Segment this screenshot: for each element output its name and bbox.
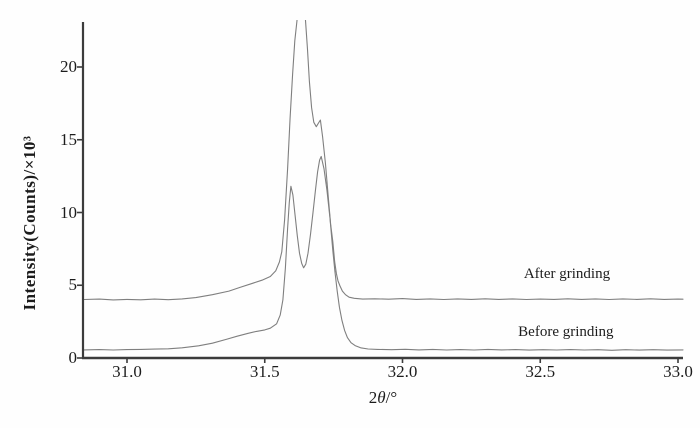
y-axis-title: Intensity(Counts)/×10³ bbox=[20, 135, 39, 311]
x-axis-title: 2θ/° bbox=[323, 388, 443, 408]
series-line-after-grinding bbox=[83, 20, 684, 301]
y-tick-label-5: 5 bbox=[68, 275, 78, 295]
x-tick-label-31.5: 31.5 bbox=[249, 362, 280, 381]
annotation-before-grinding: Before grinding bbox=[518, 323, 614, 340]
y-tick-label-0: 0 bbox=[68, 348, 78, 367]
x-tick-label-32.5: 32.5 bbox=[525, 362, 556, 381]
x-tick-label-33.0: 33.0 bbox=[663, 362, 693, 381]
y-tick-label-10: 10 bbox=[60, 202, 77, 222]
y-tick-label-15: 15 bbox=[60, 129, 77, 149]
theta-symbol: θ bbox=[377, 388, 386, 407]
x-tick-label-32.0: 32.0 bbox=[387, 362, 418, 381]
annotation-after-grinding: After grinding bbox=[523, 266, 611, 283]
y-tick-label-20: 20 bbox=[60, 57, 77, 76]
x-tick-label-31.0: 31.0 bbox=[112, 362, 142, 381]
series-line-before-grinding bbox=[83, 155, 684, 351]
x-axis-title-suffix: /° bbox=[385, 388, 398, 407]
x-axis-title-prefix: 2 bbox=[368, 388, 378, 407]
